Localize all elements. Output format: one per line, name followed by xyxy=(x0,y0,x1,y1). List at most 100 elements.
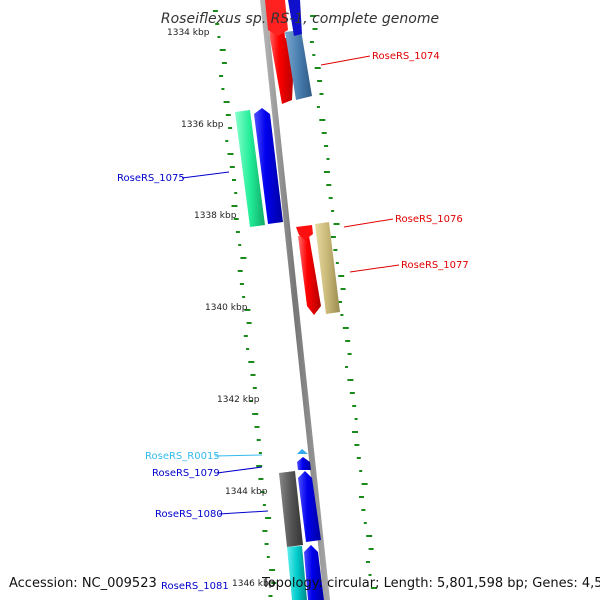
gc-skew-dash xyxy=(256,465,263,467)
gc-skew-dash xyxy=(225,114,231,116)
gc-skew-dash xyxy=(221,88,225,90)
gc-skew-dash xyxy=(264,543,269,545)
gc-skew-dash xyxy=(219,49,226,51)
gc-skew-dash xyxy=(368,574,372,576)
gc-skew-dash xyxy=(234,192,238,194)
gc-skew-dash xyxy=(242,296,246,298)
gc-skew-dash xyxy=(347,379,354,381)
leader-1074 xyxy=(320,55,371,66)
gc-skew-dash xyxy=(221,62,227,64)
gc-skew-dash xyxy=(326,158,330,160)
gc-skew-dash xyxy=(354,444,360,446)
gc-skew-dash xyxy=(269,569,276,571)
gc-skew-dash xyxy=(333,249,338,251)
gc-skew-dash xyxy=(244,309,251,311)
gc-skew-dash xyxy=(258,452,262,454)
gc-skew-dash xyxy=(323,171,330,173)
gc-skew-dash xyxy=(363,522,367,524)
accession-text: Accession: NC_009523 xyxy=(9,576,157,591)
gc-skew-dash xyxy=(248,361,255,363)
gc-skew-dash xyxy=(366,535,373,537)
gene-label-1080[interactable]: RoseRS_1080 xyxy=(155,509,223,520)
gc-skew-dash xyxy=(232,179,236,181)
gc-skew-dash xyxy=(310,15,317,17)
gc-skew-dash xyxy=(312,54,316,56)
leader-r0015 xyxy=(214,454,263,457)
gc-skew-dash xyxy=(243,335,248,337)
cds-1076-red xyxy=(298,236,321,315)
gc-skew-dash xyxy=(321,132,327,134)
gc-skew-dash xyxy=(246,322,252,324)
gc-skew-dash xyxy=(312,28,318,30)
gc-skew-dash xyxy=(331,210,335,212)
gc-skew-dash xyxy=(370,587,377,589)
gc-skew-dash xyxy=(265,517,272,519)
gc-skew-dash xyxy=(317,80,323,82)
leader-1077 xyxy=(349,264,400,273)
gene-label-1074[interactable]: RoseRS_1074 xyxy=(372,51,440,62)
tick-label: 1334 kbp xyxy=(167,28,210,38)
cds-1075-blue xyxy=(254,108,283,224)
gc-skew-dash xyxy=(359,496,364,498)
cds-1079-blue xyxy=(297,457,311,470)
gene-label-1077[interactable]: RoseRS_1077 xyxy=(401,260,469,271)
gc-skew-dash xyxy=(266,556,270,558)
tick-label: 1340 kbp xyxy=(205,303,248,313)
gene-label-1076[interactable]: RoseRS_1076 xyxy=(395,214,463,225)
cds-1077-khaki xyxy=(315,222,340,314)
leader-1079 xyxy=(216,466,263,474)
gc-skew-dash xyxy=(240,257,247,259)
gc-skew-dash xyxy=(342,327,349,329)
gc-skew-dash xyxy=(256,439,261,441)
gene-label-1075[interactable]: RoseRS_1075 xyxy=(117,173,185,184)
gc-skew-dash xyxy=(345,340,351,342)
gc-skew-dash xyxy=(335,262,339,264)
gc-skew-dash xyxy=(250,400,253,402)
gc-skew-dash xyxy=(225,140,229,142)
gc-skew-dash xyxy=(330,236,336,238)
gc-skew-dash xyxy=(356,457,361,459)
gc-skew-dash xyxy=(347,353,352,355)
gc-skew-dash xyxy=(338,275,345,277)
tick-label: 1338 kbp xyxy=(194,211,237,221)
gc-skew-dash xyxy=(333,223,340,225)
gc-skew-dash xyxy=(340,288,346,290)
tick-label: 1344 kbp xyxy=(225,487,268,497)
gc-skew-dash xyxy=(250,374,256,376)
gc-skew-dash xyxy=(215,23,220,25)
cds-1074-blue-head xyxy=(288,0,302,36)
gc-skew-dash xyxy=(229,166,235,168)
gc-skew-dash xyxy=(268,595,273,597)
gc-skew-dash xyxy=(252,387,257,389)
gc-skew-dash xyxy=(354,418,358,420)
cds-1080-blue xyxy=(298,471,321,542)
gc-skew-dash xyxy=(260,491,265,493)
gc-skew-dash xyxy=(262,530,268,532)
gc-skew-dash xyxy=(252,413,259,415)
gene-label-r0015[interactable]: RoseRS_R0015 xyxy=(145,451,220,462)
gc-skew-dash xyxy=(238,244,242,246)
gc-skew-dash xyxy=(319,93,324,95)
gene-label-1079[interactable]: RoseRS_1079 xyxy=(152,468,220,479)
gc-skew-dash xyxy=(254,426,260,428)
gc-skew-dash xyxy=(258,478,264,480)
gc-skew-dash xyxy=(217,36,221,38)
gc-skew-dash xyxy=(309,41,314,43)
map-title: Roseiflexus sp. RS-1, complete genome xyxy=(161,11,439,27)
gc-skew-dash xyxy=(316,106,320,108)
genome-summary-text: Topology: circular; Length: 5,801,598 bp… xyxy=(261,576,600,591)
gc-skew-dash xyxy=(359,470,363,472)
gc-skew-dash xyxy=(352,405,357,407)
cds-1081-cyan xyxy=(287,546,307,600)
gc-skew-dash xyxy=(340,314,344,316)
genome-backbone xyxy=(260,0,330,600)
gc-skew-dash xyxy=(349,392,355,394)
cds-features xyxy=(235,0,340,600)
cds-1081-blue xyxy=(304,545,324,600)
gc-skew-dash xyxy=(228,127,233,129)
gc-skew-dash xyxy=(324,145,329,147)
gene-label-1081[interactable]: RoseRS_1081 xyxy=(161,581,229,592)
kbp-ticks: 1334 kbp 1336 kbp 1338 kbp 1340 kbp 1342… xyxy=(167,28,275,589)
tick-label: 1336 kbp xyxy=(181,120,224,130)
